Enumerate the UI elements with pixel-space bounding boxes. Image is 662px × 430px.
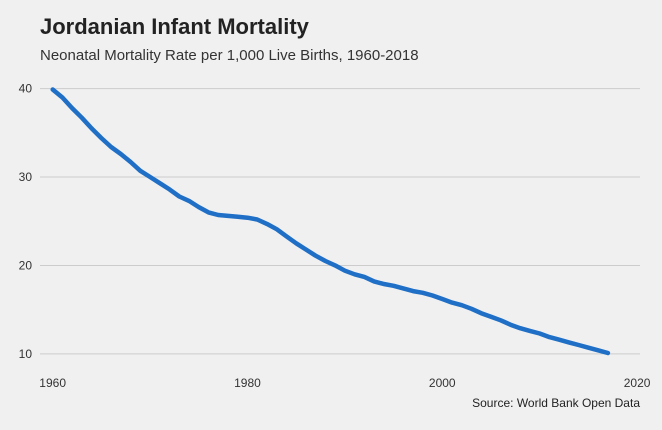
series-layer <box>50 87 611 356</box>
x-tick-label-2020: 2020 <box>624 376 651 390</box>
y-tick-label-10: 10 <box>19 347 33 361</box>
grid-layer <box>40 88 640 355</box>
chart-title: Jordanian Infant Mortality <box>40 14 309 39</box>
y-tick-label-40: 40 <box>19 82 33 96</box>
x-tick-label-2000: 2000 <box>429 376 456 390</box>
source-note: Source: World Bank Open Data <box>472 396 640 410</box>
x-tick-label-1980: 1980 <box>234 376 261 390</box>
y-tick-label-20: 20 <box>19 258 33 272</box>
y-tick-label-30: 30 <box>19 170 33 184</box>
x-tick-label-1960: 1960 <box>39 376 66 390</box>
chart-subtitle: Neonatal Mortality Rate per 1,000 Live B… <box>40 47 419 64</box>
axis-layer: 10 20 30 40 1960 1980 2000 2020 <box>19 82 651 390</box>
series-line-0 <box>50 87 611 356</box>
